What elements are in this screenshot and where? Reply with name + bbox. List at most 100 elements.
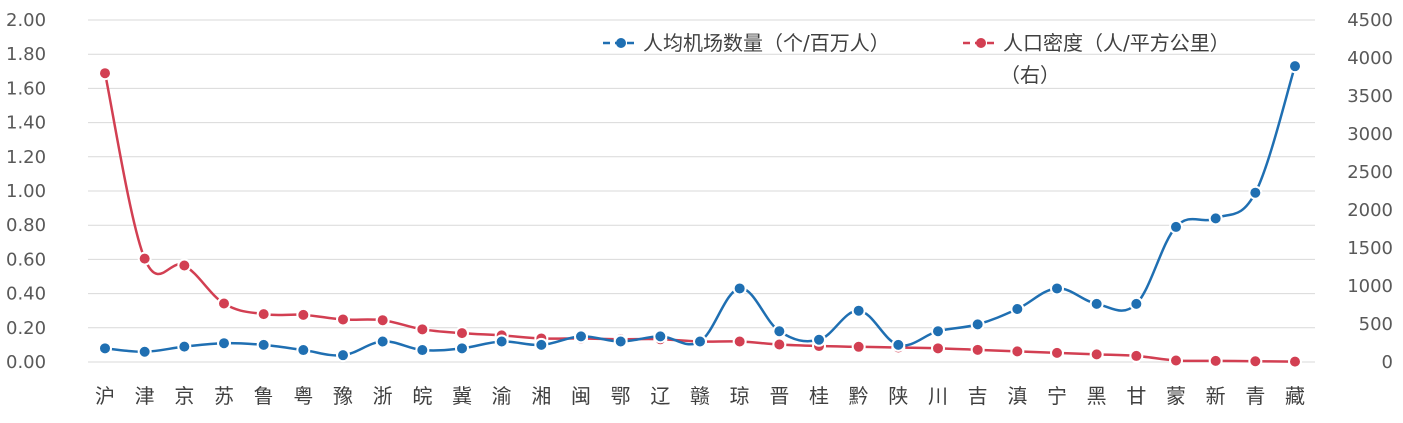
data-point	[217, 296, 231, 311]
data-point	[415, 322, 430, 337]
category-label: 藏	[1285, 384, 1305, 408]
series-population-density	[98, 66, 1302, 369]
data-point	[256, 337, 271, 352]
left-tick-label: 1.00	[6, 181, 46, 202]
data-point	[1208, 211, 1223, 226]
left-axis-ticks: 0.00 0.20 0.40 0.60 0.80 1.00 1.20 1.40 1.60 1.80…	[6, 10, 46, 373]
right-tick-label: 0	[1382, 352, 1393, 373]
data-point	[455, 326, 469, 341]
data-point	[1050, 345, 1064, 360]
category-label: 川	[928, 384, 948, 408]
data-point	[534, 337, 549, 352]
data-point	[296, 307, 311, 322]
data-point	[931, 324, 945, 339]
category-label: 沪	[95, 384, 115, 408]
left-tick-label: 1.80	[6, 44, 46, 65]
data-point	[1288, 59, 1302, 74]
category-label: 津	[135, 384, 155, 408]
category-label: 鲁	[254, 384, 274, 408]
category-label: 黔	[849, 384, 869, 408]
category-label: 豫	[333, 384, 353, 408]
category-label: 黑	[1087, 384, 1107, 408]
category-label: 蒙	[1166, 384, 1186, 408]
right-axis-ticks: 0 500 1000 1500 2000 2500 3000 3500 4000 4500	[1347, 10, 1393, 373]
data-point	[653, 329, 668, 344]
data-point	[970, 342, 985, 357]
data-point	[851, 339, 866, 354]
right-tick-label: 1000	[1347, 276, 1393, 297]
left-tick-label: 1.20	[6, 147, 46, 168]
right-tick-label: 2500	[1347, 162, 1393, 183]
legend: 人均机场数量（个/百万人） 人口密度（人/平方公里） （右）	[603, 31, 1230, 87]
category-label: 晋	[769, 384, 789, 408]
category-label: 渝	[492, 384, 512, 408]
category-label: 冀	[452, 384, 472, 408]
data-point	[772, 337, 787, 352]
data-point	[1089, 296, 1104, 311]
category-label: 湘	[531, 384, 551, 408]
category-label: 吉	[968, 384, 988, 408]
category-label: 鄂	[611, 384, 631, 408]
series-line	[104, 65, 1297, 357]
data-point	[98, 66, 112, 81]
data-point	[1288, 354, 1302, 369]
data-point	[772, 324, 787, 339]
right-tick-label: 4000	[1347, 48, 1393, 69]
category-label: 皖	[412, 384, 432, 408]
left-tick-label: 2.00	[6, 10, 46, 31]
right-tick-label: 4500	[1347, 10, 1393, 31]
data-point	[375, 334, 390, 349]
category-label: 新	[1206, 384, 1226, 408]
data-point	[415, 343, 430, 358]
data-point	[1129, 296, 1144, 311]
gridlines	[88, 19, 1315, 363]
category-label: 苏	[214, 384, 234, 408]
data-point	[1010, 301, 1025, 316]
data-point	[1089, 347, 1104, 362]
left-tick-label: 1.60	[6, 78, 46, 99]
data-point	[1248, 185, 1263, 200]
category-label: 闽	[571, 384, 591, 408]
data-point	[693, 334, 707, 349]
data-point	[851, 303, 866, 318]
data-point	[812, 332, 826, 347]
category-label: 青	[1245, 384, 1265, 408]
left-tick-label: 0.20	[6, 318, 46, 339]
data-point	[613, 334, 628, 349]
data-point	[137, 251, 152, 266]
data-point	[1129, 348, 1144, 363]
legend-marker-density	[976, 38, 986, 48]
category-label: 琼	[730, 384, 750, 408]
category-label: 京	[174, 384, 194, 408]
data-point	[137, 344, 152, 359]
legend-label-density-suffix: （右）	[1000, 63, 1060, 87]
data-point	[177, 258, 192, 273]
data-point	[1248, 354, 1263, 369]
data-point	[336, 312, 350, 327]
data-point	[970, 317, 985, 332]
right-tick-label: 3000	[1347, 124, 1393, 145]
data-point	[1169, 353, 1183, 368]
legend-marker-airports	[616, 38, 626, 48]
data-point	[455, 341, 469, 356]
category-label: 辽	[650, 384, 670, 408]
data-point	[891, 337, 906, 352]
category-labels: 沪津京苏鲁粤豫浙皖冀渝湘闽鄂辽赣琼晋桂黔陕川吉滇宁黑甘蒙新青藏	[95, 384, 1305, 408]
data-point	[1010, 344, 1025, 359]
legend-label-airports: 人均机场数量（个/百万人）	[643, 31, 890, 55]
left-tick-label: 0.40	[6, 284, 46, 305]
series-line	[103, 72, 1296, 363]
category-label: 赣	[690, 384, 710, 408]
series-layer	[98, 59, 1302, 369]
left-tick-label: 1.40	[6, 113, 46, 134]
data-point	[1208, 353, 1223, 368]
left-tick-label: 0.80	[6, 215, 46, 236]
data-point	[494, 334, 509, 349]
right-tick-label: 2000	[1347, 200, 1393, 221]
category-label: 宁	[1047, 384, 1067, 408]
category-label: 浙	[373, 384, 393, 408]
data-point	[217, 336, 231, 351]
data-point	[98, 341, 112, 356]
category-label: 甘	[1126, 384, 1146, 408]
